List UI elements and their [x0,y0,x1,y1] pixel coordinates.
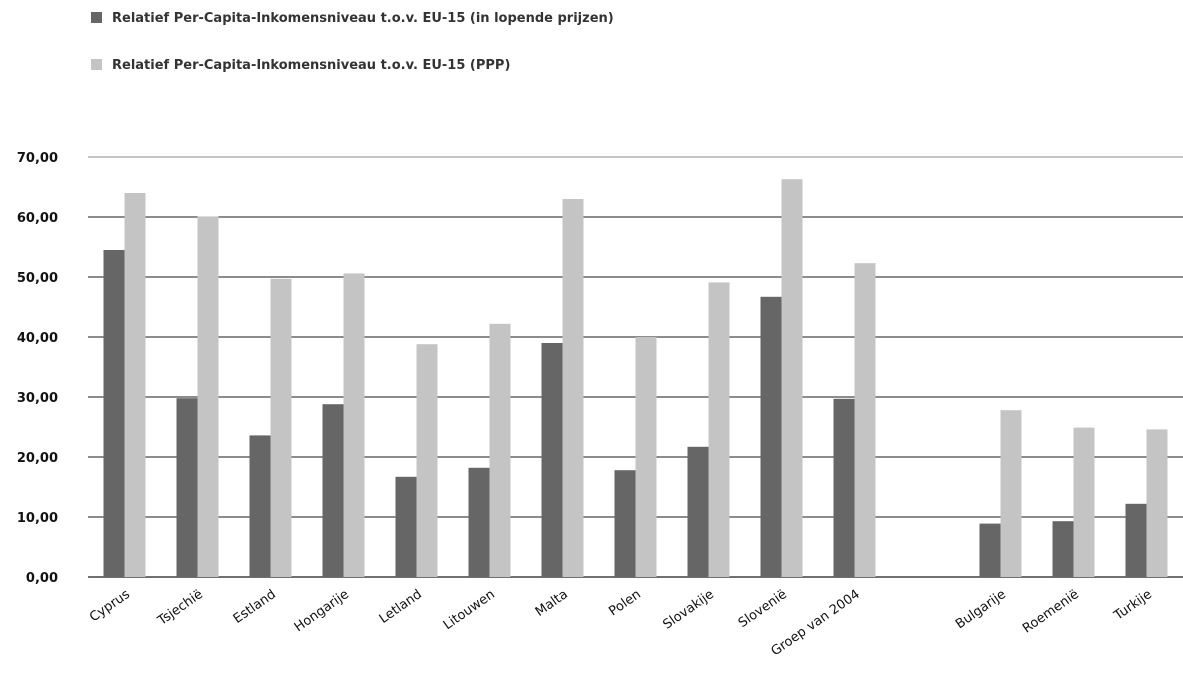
y-tick-label: 0,00 [26,571,58,586]
bar-ppp-13 [1073,427,1095,577]
x-category-label: Polen [606,587,643,619]
x-category-label: Tsjechië [154,587,205,629]
bars [103,179,1168,577]
x-category-label: Roemenië [1020,587,1082,637]
bar-current-prices-3 [322,404,344,577]
x-category-label: Hongarije [292,587,352,635]
bar-current-prices-1 [176,398,198,577]
bar-ppp-9 [781,179,803,577]
bar-ppp-0 [124,193,146,577]
x-axis-labels: Cyprus Tsjechië Estland Hongarije Letland Lit… [87,587,1155,659]
bar-current-prices-6 [541,343,563,577]
x-category-label: Turkije [1111,587,1155,624]
bar-ppp-2 [270,278,292,577]
y-tick-label: 10,00 [17,511,58,526]
bar-ppp-5 [489,323,511,577]
bar-ppp-7 [635,337,657,577]
x-category-label: Bulgarije [953,587,1009,632]
legend-swatch-2 [91,59,102,70]
bar-ppp-1 [197,216,219,577]
x-category-label: Cyprus [87,587,133,625]
bar-current-prices-13 [1052,521,1074,577]
bar-current-prices-7 [614,470,636,577]
y-tick-label: 40,00 [17,331,58,346]
bar-current-prices-0 [103,250,125,577]
bar-current-prices-5 [468,467,490,577]
y-tick-label: 70,00 [17,151,58,166]
bar-current-prices-8 [687,446,709,577]
legend-swatch-1 [91,12,102,23]
bar-ppp-6 [562,199,584,577]
bar-ppp-3 [343,273,365,577]
x-category-label: Slovenië [736,587,790,631]
bar-current-prices-4 [395,476,417,577]
bar-ppp-8 [708,282,730,577]
legend-label-2: Relatief Per-Capita-Inkomensniveau t.o.v… [112,58,510,73]
legend-label-1: Relatief Per-Capita-Inkomensniveau t.o.v… [112,11,614,26]
y-axis-ticks: 0,00 10,00 20,00 30,00 40,00 50,00 60,00 70,00 [17,151,58,586]
y-tick-label: 60,00 [17,211,58,226]
y-tick-label: 30,00 [17,391,58,406]
bar-current-prices-10 [833,398,855,577]
x-category-label: Malta [533,587,571,620]
x-category-label: Litouwen [441,587,498,633]
bar-current-prices-12 [979,523,1001,577]
bar-ppp-14 [1146,429,1168,577]
bar-ppp-4 [416,344,438,577]
bar-current-prices-9 [760,296,782,577]
legend: Relatief Per-Capita-Inkomensniveau t.o.v… [91,11,614,73]
bar-current-prices-2 [249,435,271,577]
bar-ppp-10 [854,263,876,577]
y-tick-label: 20,00 [17,451,58,466]
x-category-label: Letland [377,587,425,627]
bar-ppp-12 [1000,410,1022,577]
y-tick-label: 50,00 [17,271,58,286]
x-category-label: Slovakije [660,587,716,633]
x-category-label: Estland [231,587,279,627]
bar-current-prices-14 [1125,503,1147,577]
